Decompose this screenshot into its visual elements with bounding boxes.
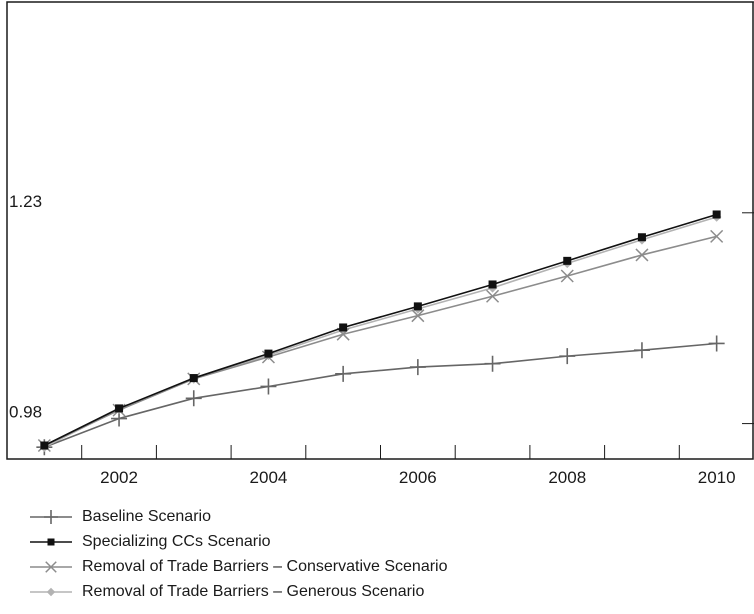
data-point-plus [708,335,725,352]
data-point-plus [44,509,58,524]
data-point-x [411,309,425,323]
y-tick-label: 0.98 [9,403,42,422]
data-point-square [339,323,348,332]
x-tick-label: 2010 [698,468,736,487]
legend-item: Removal of Trade Barriers – Conservative… [30,554,448,579]
data-point-square [115,404,124,413]
legend-item: Baseline Scenario [30,504,448,529]
data-point-square [413,302,422,311]
data-point-x [486,289,500,303]
series-line [44,235,717,447]
data-point-square [47,538,55,545]
data-point-x [45,560,57,573]
legend-swatch [30,538,72,545]
data-point-diamond [46,587,56,596]
legend-swatch [30,509,72,524]
x-tick-label: 2004 [250,468,288,487]
axes [6,1,754,460]
data-point-plus [260,378,277,395]
data-point-x [635,248,649,262]
data-point-square [712,210,721,219]
data-point-plus [559,348,576,365]
legend-item: Specializing CCs Scenario [30,529,448,554]
legend-label: Baseline Scenario [82,507,211,525]
series-group [36,210,725,456]
legend-swatch [30,560,72,573]
data-point-plus [335,365,352,382]
series-2 [40,210,721,450]
data-point-x [710,229,724,243]
legend-label: Specializing CCs Scenario [82,532,271,550]
data-point-square [488,280,497,289]
data-point-square [637,233,646,242]
data-point-plus [409,359,426,376]
x-tick-label: 2008 [548,468,586,487]
x-tick-label: 2002 [100,468,138,487]
data-point-x [560,269,574,283]
series-line [43,216,717,448]
data-point-plus [484,355,501,372]
legend-label: Removal of Trade Barriers – Generous Sce… [82,582,425,600]
plot-frame [6,1,754,460]
legend-item: Removal of Trade Barriers – Generous Sce… [30,579,448,604]
series-3 [37,229,724,453]
data-point-square [563,256,572,265]
legend-label: Removal of Trade Barriers – Conservative… [82,557,448,575]
data-point-square [264,349,273,358]
data-point-plus [185,390,202,407]
series-4 [39,212,722,452]
data-point-square [189,374,198,383]
series-line [44,342,717,448]
legend-swatch [30,587,72,596]
x-tick-label: 2006 [399,468,437,487]
data-point-square [40,441,49,450]
data-point-plus [633,342,650,359]
y-tick-label: 1.23 [9,192,42,211]
series-line [43,213,717,447]
legend: Baseline Scenario Specializing CCs Scenar… [30,504,448,604]
series-1 [36,335,725,456]
